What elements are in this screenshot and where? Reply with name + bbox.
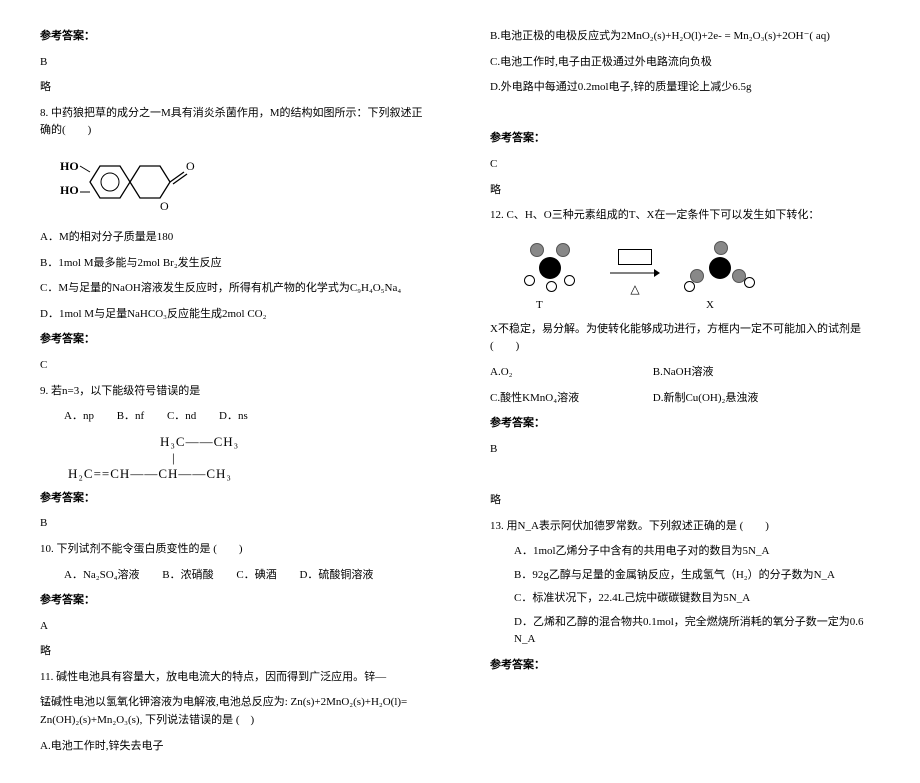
q8-stem: 8. 中药狼把草的成分之一M具有消炎杀菌作用，M的结构如图所示：下列叙述正确的(… bbox=[40, 105, 430, 140]
ans-12: B bbox=[490, 441, 880, 459]
molecule-t bbox=[510, 235, 590, 295]
q13-opt-a: A．1mol乙烯分子中含有的共用电子对的数目为5N_A bbox=[490, 543, 880, 561]
q10-opt-d: D．硫酸铜溶液 bbox=[299, 569, 373, 581]
q9-formula-bot: H₂C==CH——CH——CH₃ bbox=[68, 466, 430, 482]
q10-opt-b: B．浓硝酸 bbox=[162, 569, 213, 581]
label-t: T bbox=[510, 299, 590, 311]
q10-opt-a: A．Na₂SO₄溶液 bbox=[64, 569, 140, 581]
q12-reaction: T △ X bbox=[510, 235, 880, 311]
q9-opt-a: A．np bbox=[64, 410, 94, 422]
q13-opt-b: B．92g乙醇与足量的金属钠反应，生成氢气（H₂）的分子数为N_A bbox=[490, 567, 880, 585]
q10-opts: A．Na₂SO₄溶液 B．浓硝酸 C．碘酒 D．硫酸铜溶液 bbox=[40, 567, 430, 585]
q10-stem: 10. 下列试剂不能令蛋白质变性的是 ( ) bbox=[40, 541, 430, 559]
q9-stem: 9. 若n=3，以下能级符号错误的是 bbox=[40, 383, 430, 401]
q9-formula-top: H₃C——CH₃ bbox=[68, 434, 430, 450]
q9-opts: A．np B．nf C．nd D．ns bbox=[40, 408, 430, 426]
q11-stem-b: 锰碱性电池以氢氧化钾溶液为电解液,电池总反应为: Zn(s)+2MnO₂(s)+… bbox=[40, 694, 430, 729]
reaction-arrow: △ bbox=[610, 249, 660, 297]
q13-opt-d: D．乙烯和乙醇的混合物共0.1mol，完全燃烧所消耗的氧分子数一定为0.6 N_… bbox=[490, 614, 880, 649]
ans-10: A bbox=[40, 618, 430, 636]
q12-row2: C.酸性KMnO₄溶液 D.新制Cu(OH)₂悬浊液 bbox=[490, 390, 880, 408]
q9-opt-d: D．ns bbox=[219, 410, 248, 422]
q9-opt-b: B．nf bbox=[117, 410, 145, 422]
svg-text:HO: HO bbox=[60, 159, 79, 173]
q11-opt-b: B.电池正极的电极反应式为2MnO₂(s)+H₂O(l)+2e- = Mn₂O₃… bbox=[490, 28, 880, 46]
q11-stem-a: 11. 碱性电池具有容量大，放电电流大的特点，因而得到广泛应用。锌— bbox=[40, 669, 430, 687]
q12-stem: 12. C、H、O三种元素组成的T、X在一定条件下可以发生如下转化： bbox=[490, 207, 880, 225]
ans-9: B bbox=[40, 515, 430, 533]
q11-opt-d: D.外电路中每通过0.2mol电子,锌的质量理论上减少6.5g bbox=[490, 79, 880, 97]
q8-opt-b: B．1mol M最多能与2mol Br₂发生反应 bbox=[40, 255, 430, 273]
q12-opt-c: C.酸性KMnO₄溶液 bbox=[490, 390, 650, 408]
q8-opt-a: A．M的相对分子质量是180 bbox=[40, 229, 430, 247]
ans-label-8: 参考答案： bbox=[40, 331, 430, 349]
q13-opt-c: C．标准状况下，22.4L己烷中碳碳键数目为5N_A bbox=[490, 590, 880, 608]
q12-row1: A.O₂ B.NaOH溶液 bbox=[490, 364, 880, 382]
ans-label-12: 参考答案： bbox=[490, 415, 880, 433]
ans-7: B bbox=[40, 54, 430, 72]
ans-label-7: 参考答案： bbox=[40, 28, 430, 46]
molecule-x bbox=[680, 235, 760, 295]
q11-opt-a: A.电池工作时,锌失去电子 bbox=[40, 738, 430, 756]
omit-7: 略 bbox=[40, 79, 430, 97]
svg-text:HO: HO bbox=[60, 183, 79, 197]
ans-label-13: 参考答案： bbox=[490, 657, 880, 675]
q9-opt-c: C．nd bbox=[167, 410, 196, 422]
ans-label-9: 参考答案： bbox=[40, 490, 430, 508]
ans-11: C bbox=[490, 156, 880, 174]
q12-opt-d: D.新制Cu(OH)₂悬浊液 bbox=[653, 392, 759, 404]
q13-stem: 13. 用N_A表示阿伏加德罗常数。下列叙述正确的是 ( ) bbox=[490, 518, 880, 536]
omit-11: 略 bbox=[490, 182, 880, 200]
svg-text:O: O bbox=[160, 199, 169, 213]
q10-opt-c: C．碘酒 bbox=[236, 569, 276, 581]
q8-opt-d: D．1mol M与足量NaHCO₃反应能生成2mol CO₂ bbox=[40, 306, 430, 324]
ans-label-10: 参考答案： bbox=[40, 592, 430, 610]
omit-12: 略 bbox=[490, 492, 880, 510]
svg-text:O: O bbox=[186, 159, 195, 173]
q8-molecule: HO HO O O bbox=[60, 148, 430, 221]
omit-10: 略 bbox=[40, 643, 430, 661]
q8-opt-c: C．M与足量的NaOH溶液发生反应时，所得有机产物的化学式为C₉H₄O₅Na₄ bbox=[40, 280, 430, 298]
ans-8: C bbox=[40, 357, 430, 375]
q9-formula-mid: | bbox=[68, 450, 430, 466]
label-x: X bbox=[680, 299, 760, 311]
q12-opt-b: B.NaOH溶液 bbox=[653, 366, 714, 378]
q11-opt-c: C.电池工作时,电子由正极通过外电路流向负极 bbox=[490, 54, 880, 72]
q12-tail: X不稳定，易分解。为使转化能够成功进行，方框内一定不可能加入的试剂是( ) bbox=[490, 321, 880, 356]
ans-label-11: 参考答案： bbox=[490, 130, 880, 148]
q12-opt-a: A.O₂ bbox=[490, 364, 650, 382]
